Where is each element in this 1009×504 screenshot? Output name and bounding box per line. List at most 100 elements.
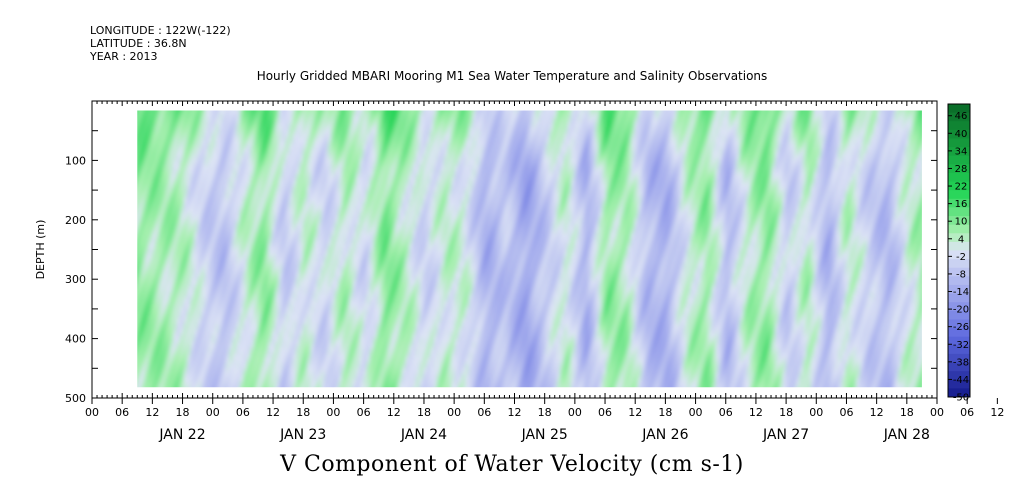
heatmap-cell bbox=[324, 362, 329, 367]
heatmap-cell bbox=[169, 155, 174, 160]
heatmap-cell bbox=[155, 344, 160, 349]
heatmap-cell bbox=[137, 287, 142, 292]
heatmap-cell bbox=[272, 106, 276, 110]
heatmap-cell bbox=[215, 145, 220, 150]
heatmap-cell bbox=[131, 191, 135, 195]
heatmap-cell bbox=[278, 127, 283, 132]
heatmap-cell bbox=[148, 358, 153, 363]
heatmap-cell bbox=[268, 180, 273, 185]
heatmap-cell bbox=[201, 391, 205, 395]
heatmap-cell bbox=[282, 145, 287, 150]
heatmap-cell bbox=[303, 284, 308, 289]
heatmap-cell bbox=[211, 341, 216, 346]
heatmap-cell bbox=[278, 184, 283, 189]
heatmap-cell bbox=[151, 116, 156, 121]
heatmap-cell bbox=[331, 152, 336, 157]
heatmap-cell bbox=[155, 387, 160, 388]
heatmap-cell bbox=[257, 383, 262, 388]
heatmap-cell bbox=[264, 202, 269, 207]
heatmap-cell bbox=[317, 259, 322, 264]
heatmap-cell bbox=[292, 291, 297, 296]
heatmap-cell bbox=[250, 383, 255, 388]
heatmap-cell bbox=[310, 337, 315, 342]
heatmap-cell bbox=[327, 266, 332, 271]
heatmap-cell bbox=[303, 169, 308, 175]
heatmap-cell bbox=[236, 166, 241, 171]
heatmap-cell bbox=[250, 202, 255, 207]
heatmap-cell bbox=[180, 262, 185, 267]
heatmap-cell bbox=[137, 333, 142, 338]
heatmap-cell bbox=[254, 209, 259, 214]
heatmap-cell bbox=[218, 362, 223, 367]
heatmap-cell bbox=[271, 166, 276, 171]
heatmap-cell bbox=[257, 376, 262, 381]
heatmap-cell bbox=[158, 180, 163, 185]
heatmap-cell bbox=[271, 341, 276, 346]
heatmap-cell bbox=[183, 130, 188, 135]
heatmap-cell bbox=[194, 187, 199, 192]
heatmap-cell bbox=[299, 344, 304, 349]
heatmap-cell bbox=[180, 316, 185, 321]
heatmap-cell bbox=[268, 391, 272, 395]
heatmap-cell bbox=[187, 244, 192, 249]
heatmap-cell bbox=[204, 223, 209, 228]
heatmap-cell bbox=[334, 130, 339, 135]
heatmap-cell bbox=[169, 130, 174, 135]
heatmap-cell bbox=[187, 237, 192, 242]
heatmap-cell bbox=[303, 280, 308, 285]
heatmap-cell bbox=[282, 294, 287, 299]
heatmap-cell bbox=[165, 308, 170, 314]
heatmap-cell bbox=[155, 137, 160, 142]
heatmap-cell bbox=[187, 280, 192, 285]
heatmap-cell bbox=[271, 369, 276, 374]
heatmap-cell bbox=[151, 226, 156, 232]
heatmap-cell bbox=[243, 130, 248, 135]
heatmap-cell bbox=[289, 162, 294, 167]
heatmap-cell bbox=[264, 380, 269, 385]
heatmap-cell bbox=[331, 269, 336, 274]
heatmap-cell bbox=[187, 112, 192, 118]
heatmap-cell bbox=[197, 152, 202, 157]
heatmap-cell bbox=[176, 287, 181, 292]
heatmap-cell bbox=[264, 241, 269, 246]
heatmap-cell bbox=[303, 358, 308, 363]
heatmap-cell bbox=[320, 369, 325, 374]
heatmap-cell bbox=[327, 358, 332, 363]
heatmap-cell bbox=[141, 187, 146, 192]
heatmap-cell bbox=[254, 301, 259, 306]
heatmap-cell bbox=[211, 202, 216, 207]
heatmap-cell bbox=[250, 301, 255, 306]
heatmap-cell bbox=[127, 198, 131, 202]
heatmap-cell bbox=[173, 269, 178, 274]
heatmap-cell bbox=[254, 383, 259, 388]
heatmap-cell bbox=[137, 269, 142, 274]
heatmap-cell bbox=[264, 123, 269, 128]
heatmap-cell bbox=[211, 110, 216, 114]
heatmap-cell bbox=[331, 305, 336, 310]
heatmap-cell bbox=[239, 305, 244, 310]
heatmap-cell bbox=[197, 259, 202, 264]
heatmap-cell bbox=[289, 276, 294, 281]
heatmap-cell bbox=[271, 141, 276, 146]
heatmap-cell bbox=[127, 141, 131, 145]
heatmap-cell bbox=[137, 169, 142, 175]
heatmap-cell bbox=[278, 137, 283, 142]
heatmap-cell bbox=[250, 251, 255, 257]
heatmap-cell bbox=[229, 251, 234, 257]
heatmap-cell bbox=[306, 166, 311, 171]
heatmap-cell bbox=[320, 169, 325, 175]
heatmap-cell bbox=[289, 308, 294, 314]
heatmap-cell bbox=[208, 226, 213, 232]
heatmap-cell bbox=[289, 112, 294, 118]
heatmap-cell bbox=[194, 234, 199, 239]
heatmap-cell bbox=[137, 365, 142, 371]
heatmap-cell bbox=[264, 351, 269, 356]
heatmap-cell bbox=[165, 369, 170, 374]
heatmap-cell bbox=[261, 173, 266, 178]
heatmap-cell bbox=[187, 348, 192, 353]
heatmap-cell bbox=[254, 330, 259, 335]
heatmap-cell bbox=[141, 141, 146, 146]
heatmap-cell bbox=[187, 159, 192, 164]
heatmap-cell bbox=[271, 348, 276, 353]
heatmap-cell bbox=[320, 205, 325, 210]
